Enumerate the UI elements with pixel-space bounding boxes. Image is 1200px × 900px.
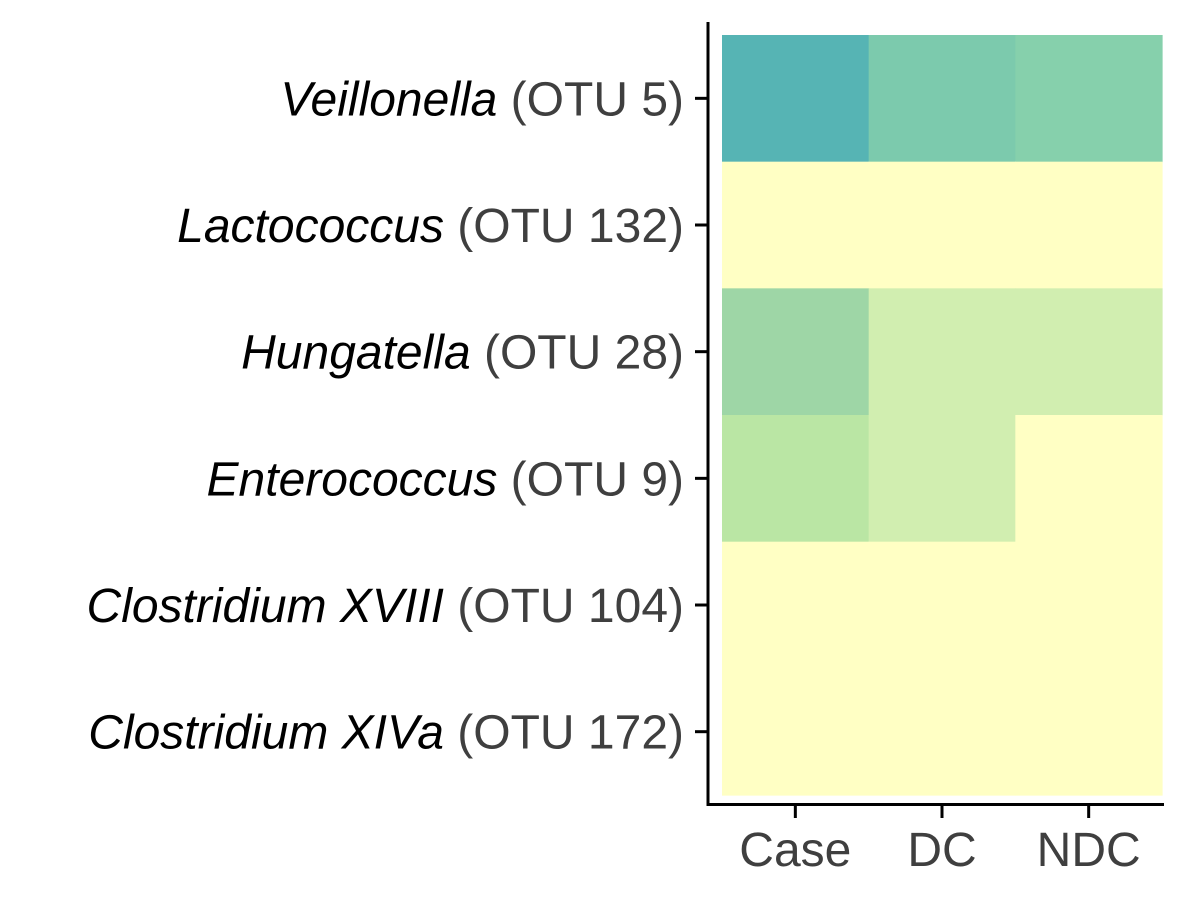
genus-name: Clostridium XIVa — [88, 707, 444, 760]
heatmap-cell — [1015, 35, 1163, 163]
genus-name: Hungatella — [241, 327, 471, 380]
x-axis-ticks — [793, 806, 1091, 818]
heatmap-cell — [722, 541, 870, 669]
heatmap-cell — [722, 288, 870, 416]
genus-name: Enterococcus — [207, 453, 498, 506]
heatmap-cell — [1015, 415, 1163, 543]
heatmap-cells — [722, 35, 1163, 796]
heatmap-cell — [868, 668, 1016, 796]
heatmap-cell — [868, 541, 1016, 669]
otu-id: (OTU 28) — [471, 327, 684, 380]
y-tick-label: Veillonella (OTU 5) — [280, 73, 684, 126]
y-tick-label: Hungatella (OTU 28) — [241, 327, 684, 380]
y-axis-ticks — [695, 96, 707, 734]
otu-id: (OTU 5) — [497, 73, 684, 126]
heatmap-cell — [868, 288, 1016, 416]
otu-id: (OTU 9) — [497, 453, 684, 506]
heatmap-cell — [1015, 161, 1163, 289]
y-tick-label: Lactococcus (OTU 132) — [177, 200, 684, 253]
heatmap-cell — [868, 161, 1016, 289]
genus-name: Veillonella — [280, 73, 497, 126]
heatmap-cell — [722, 35, 870, 163]
y-tick-label: Clostridium XVIII (OTU 104) — [87, 580, 684, 633]
otu-id: (OTU 172) — [444, 707, 684, 760]
x-tick-label: DC — [907, 824, 976, 877]
heatmap-cell — [868, 35, 1016, 163]
y-tick-label: Enterococcus (OTU 9) — [207, 453, 684, 506]
otu-id: (OTU 132) — [444, 200, 684, 253]
heatmap-cell — [1015, 668, 1163, 796]
x-tick-label: Case — [739, 824, 851, 877]
heatmap-cell — [868, 415, 1016, 543]
otu-id: (OTU 104) — [444, 580, 684, 633]
x-axis-labels: Case DC NDC — [739, 824, 1140, 877]
heatmap-cell — [1015, 541, 1163, 669]
heatmap-cell — [722, 161, 870, 289]
heatmap-cell — [722, 668, 870, 796]
x-tick-label: NDC — [1037, 824, 1141, 877]
heatmap-cell — [722, 415, 870, 543]
genus-name: Lactococcus — [177, 200, 444, 253]
genus-name: Clostridium XVIII — [87, 580, 444, 633]
y-axis-labels: Veillonella (OTU 5) Lactococcus (OTU 132)… — [87, 73, 684, 759]
y-tick-label: Clostridium XIVa (OTU 172) — [88, 707, 684, 760]
heatmap-cell — [1015, 288, 1163, 416]
